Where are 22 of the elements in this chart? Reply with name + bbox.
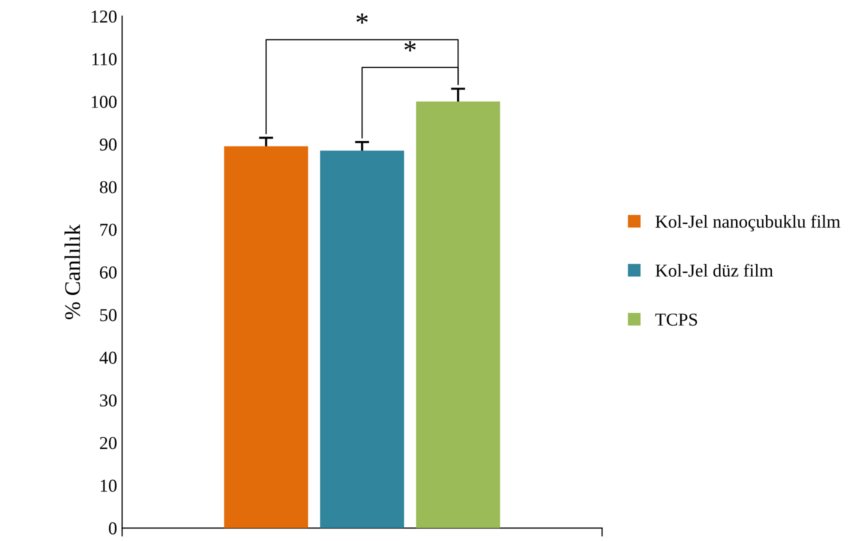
bar	[416, 102, 500, 528]
y-tick-label: 90	[100, 138, 117, 151]
y-tick-label: 30	[100, 394, 117, 407]
y-tick-label: 40	[100, 352, 117, 364]
bar	[320, 150, 404, 528]
y-axis-title: % Canlılık	[64, 224, 80, 320]
y-tick-label: 10	[100, 480, 117, 492]
y-tick-label: 20	[100, 436, 117, 450]
y-tick-label: 110	[92, 53, 117, 66]
legend-label: Kol-Jel nanoçubuklu film	[656, 214, 840, 232]
y-tick-label: 80	[100, 181, 117, 194]
bar	[224, 146, 308, 528]
y-tick-label: 0	[108, 522, 117, 534]
annotation: *	[356, 13, 368, 24]
y-tick-label: 100	[92, 96, 117, 108]
y-tick-label: 50	[100, 309, 117, 322]
legend-label: Kol-Jel düz film	[656, 264, 774, 277]
legend-label: TCPS	[655, 314, 698, 326]
y-tick-label: 70	[100, 224, 117, 236]
annotation: *	[404, 41, 416, 52]
y-tick-label: 60	[100, 266, 117, 279]
y-tick-label: 120	[92, 10, 117, 23]
